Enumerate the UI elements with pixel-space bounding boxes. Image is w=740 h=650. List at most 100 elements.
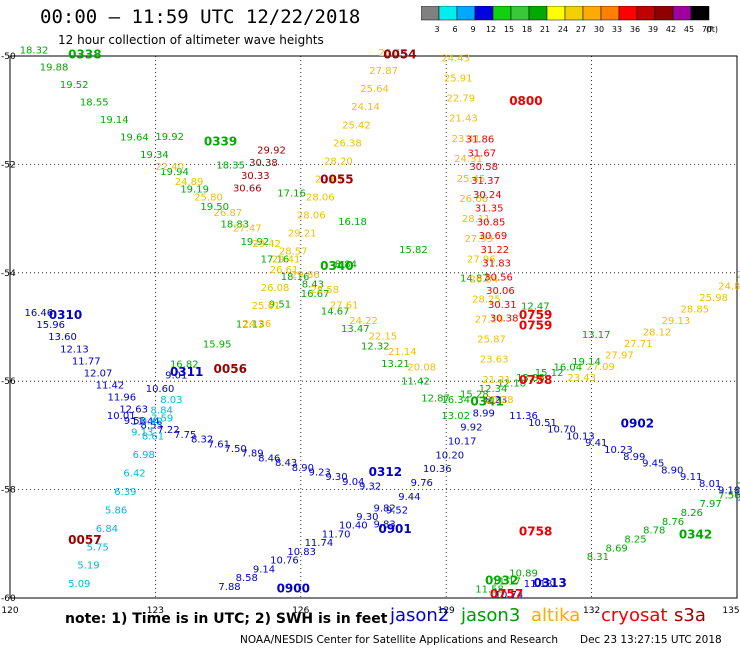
wave-height-value: 9.04 (342, 477, 364, 488)
pass-time-label: 0902 (621, 416, 654, 430)
wave-height-value: 12.07 (84, 368, 113, 379)
lon-tick-label: 129 (438, 606, 455, 616)
wave-height-value: 25.45 (457, 174, 486, 185)
legend-tick-label: 45 (684, 25, 694, 34)
wave-height-value: 8.99 (473, 409, 495, 420)
wave-height-value: 21.14 (388, 347, 417, 358)
wave-height-value: 10.23 (604, 445, 633, 456)
wave-height-value: 8.78 (643, 526, 665, 537)
wave-height-value: 8.32 (191, 435, 213, 446)
lon-tick-label: 132 (583, 606, 600, 616)
color-legend: 3 6 9 12 15 18 21 24 27 30 33 36 39 42 45 70(ft) (421, 6, 718, 34)
wave-height-value: 30.56 (484, 272, 513, 283)
wave-height-value: 30.38 (249, 158, 278, 169)
plot-frame (9, 55, 738, 599)
wave-height-value: 30.24 (473, 190, 502, 201)
map-subtitle: 12 hour collection of altimeter wave hei… (58, 33, 324, 47)
wave-height-value: 18.32 (20, 45, 49, 56)
wave-height-value: 11.74 (305, 538, 334, 549)
wave-height-value: 25.98 (699, 293, 728, 304)
wave-height-value: 9.42 (141, 417, 163, 428)
lat-tick-label: -58 (1, 486, 16, 496)
wave-height-value: 8.99 (623, 452, 645, 463)
wave-height-value: 24.81 (718, 282, 740, 293)
wave-height-value: 11.17 (492, 576, 521, 587)
wave-height-value: 9.92 (460, 423, 482, 434)
wave-height-value: 7.56 (718, 490, 740, 501)
wave-height-value: 9.13 (131, 427, 153, 438)
pass-time-label: 0054 (383, 48, 416, 62)
sat-label-cryosat: cryosat (601, 605, 668, 626)
track-cryosat: 0759 (519, 308, 552, 322)
wave-height-value: 13.47 (341, 324, 370, 335)
wave-height-value: 8.43 (275, 458, 297, 469)
wave-height-value: 13.21 (381, 359, 410, 370)
lat-tick-label: -54 (1, 269, 16, 279)
wave-height-value: 19.88 (40, 63, 69, 74)
wave-height-value: 8.43 (302, 279, 324, 290)
pass-time-label: 0341 (470, 395, 503, 409)
wave-height-value: 10.20 (435, 450, 464, 461)
lon-tick-label: 123 (147, 606, 164, 616)
pass-time-label: 0312 (369, 465, 402, 479)
credit-line: NOAA/NESDIS Center for Satellite Applica… (240, 634, 558, 646)
wave-height-value: 31.35 (475, 204, 504, 215)
wave-height-value: 8.69 (606, 543, 628, 554)
wave-height-value: 16.34 (441, 395, 470, 406)
wave-height-value: 10.17 (448, 436, 477, 447)
wave-height-value: 5.75 (87, 542, 109, 553)
wave-height-value: 26.87 (214, 208, 243, 219)
wave-height-value: 11.96 (107, 392, 136, 403)
track-cryosat: 0758 (519, 373, 552, 387)
wave-height-value: 31.22 (480, 245, 509, 256)
wave-height-value: 27.87 (369, 66, 398, 77)
wave-height-value: 24.22 (349, 316, 378, 327)
lat-tick-label: -60 (1, 594, 16, 604)
wave-height-value: 11.44 (131, 417, 160, 428)
legend-tick-label: 33 (612, 25, 622, 34)
wave-height-value: 29.86 (291, 270, 320, 281)
track-jason2: 10.019.538.537.227.758.327.617.507.898.4… (107, 411, 402, 492)
wave-height-value: 9.30 (325, 472, 347, 483)
wave-height-value: 12.13 (60, 344, 89, 355)
wave-height-value: 13.88 (516, 373, 545, 384)
wave-height-value: 14.87 (460, 273, 489, 284)
track-jason3: 8.318.698.258.788.768.267.977.567.38 0342 (587, 482, 740, 563)
wave-height-value: 27.61 (330, 301, 359, 312)
pass-time-label: 0758 (519, 373, 552, 387)
wave-height-value: 23.43 (567, 373, 596, 384)
wave-height-value: 8.90 (661, 465, 683, 476)
wave-height-value: 9.82 (374, 503, 396, 514)
wave-height-value: 21.43 (449, 114, 478, 125)
wave-height-value: 10.76 (270, 556, 299, 567)
pass-time-label: 0800 (509, 94, 542, 108)
wave-height-value: 18.83 (220, 220, 249, 231)
wave-height-value: 28.57 (279, 247, 308, 258)
wave-height-value: 17.16 (261, 254, 290, 265)
wave-height-value: 15.96 (36, 320, 65, 331)
wave-height-value: 24.14 (351, 102, 380, 113)
track-jason2: 9.83 9.52 9.44 9.76 10.36 10.20 10.17 9.92 8.99 8… (374, 395, 508, 536)
lat-tick-label: -50 (1, 52, 16, 62)
wave-height-value: 16.18 (338, 217, 367, 228)
wave-height-value: 30.85 (477, 217, 506, 228)
wave-height-value: 8.58 (236, 573, 258, 584)
track-altika: 24.43 25.91 22.79 21.43 23.41 24.31 25.45 26.66… (441, 53, 513, 405)
wave-height-value: 11.70 (322, 529, 351, 540)
wave-height-value: 16.46 (25, 308, 54, 319)
wave-height-value: 12.47 (521, 302, 550, 313)
wave-height-value: 11.42 (96, 380, 125, 391)
wave-height-value: 19.19 (180, 185, 209, 196)
wave-height-value: 7.89 (241, 449, 263, 460)
legend-tick-label: 9 (470, 25, 475, 34)
wave-height-value: 9.11 (680, 472, 702, 483)
pass-time-label: 0759 (519, 319, 552, 333)
wave-height-value: 10.74 (495, 590, 524, 601)
wave-height-value: 5.86 (105, 505, 127, 516)
wave-height-value: 31.83 (482, 259, 511, 270)
wave-height-value: 5.09 (68, 579, 90, 590)
wave-height-value: 27.97 (605, 350, 634, 361)
wave-height-value: 8.53 (141, 421, 163, 432)
track-s3a: 0054 (383, 48, 416, 62)
